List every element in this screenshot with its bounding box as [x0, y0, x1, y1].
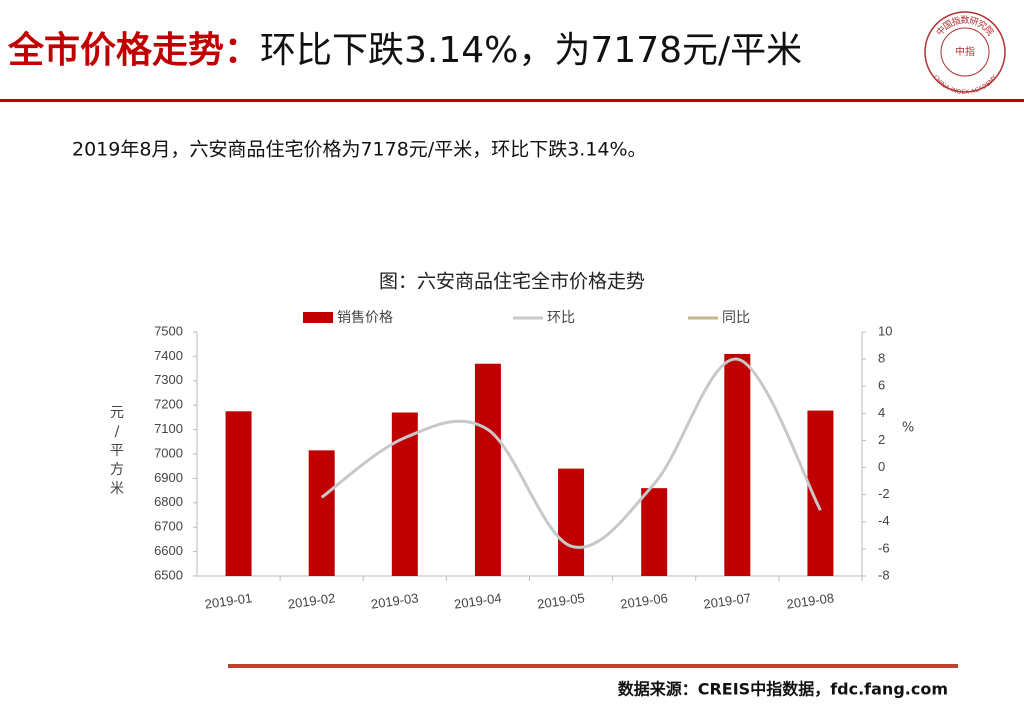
legend-label: 同比 [722, 310, 750, 326]
logo-en-path: CHINA INDEX ACADEMY [932, 73, 998, 95]
y-tick-label: 6800 [154, 494, 183, 509]
summary: 2019年8月，六安商品住宅价格为7178元/平米，环比下跌3.14%。 [72, 139, 647, 161]
y-tick-label: 7200 [154, 397, 183, 412]
y-tick-label: 7500 [154, 323, 183, 338]
legend-label: 环比 [547, 310, 575, 326]
y-label: / [115, 424, 120, 440]
y-label: 米 [110, 481, 124, 497]
x-tick-label: 2019-07 [702, 590, 751, 611]
logo-center: 中指 [955, 45, 975, 58]
y2-tick-label: 8 [878, 351, 885, 366]
x-tick-label: 2019-06 [619, 590, 668, 611]
title-rest: 环比下跌3.14%，为7178元/平米 [260, 30, 802, 71]
title-highlight: 全市价格走势： [7, 29, 260, 71]
y2-tick-label: -2 [878, 486, 890, 501]
x-tick-label: 2019-08 [786, 590, 835, 611]
bar [391, 412, 418, 576]
y-label: 元 [110, 405, 124, 421]
y-label: 平 [110, 443, 124, 459]
y2-tick-label: 6 [878, 378, 885, 393]
x-tick-label: 2019-01 [204, 590, 253, 611]
y2-tick-label: 10 [878, 323, 892, 338]
legend-label: 销售价格 [337, 310, 393, 326]
bar [641, 488, 668, 576]
y2-label: % [902, 421, 914, 436]
logo-cn: 中国指数研究院 [933, 13, 997, 37]
y2-tick-label: 2 [878, 432, 885, 447]
y-tick-label: 6500 [154, 567, 183, 582]
y2-tick-label: -4 [878, 513, 890, 528]
source: 数据来源：CREIS中指数据，fdc.fang.com [618, 680, 948, 699]
y-tick-label: 7400 [154, 348, 183, 363]
y2-tick-label: 0 [878, 459, 885, 474]
bar [474, 363, 501, 576]
y-tick-label: 7000 [154, 445, 183, 460]
bar [558, 468, 585, 576]
y-tick-label: 6600 [154, 543, 183, 558]
line [320, 357, 822, 549]
y2-tick-label: -8 [878, 567, 890, 582]
y-tick-label: 6900 [154, 470, 183, 485]
legend-swatch [303, 312, 333, 323]
logo-ring [924, 11, 1006, 93]
x-tick-label: 2019-02 [287, 590, 336, 611]
y-tick-label: 7100 [154, 421, 183, 436]
logo-en: CHINA INDEX ACADEMY [932, 73, 998, 95]
logo-cn-path: 中国指数研究院 [933, 13, 997, 37]
bar [724, 353, 751, 576]
footer-rule [228, 664, 958, 668]
bar [225, 411, 252, 576]
x-tick-label: 2019-04 [453, 590, 502, 611]
header-rule [0, 99, 1024, 102]
y-tick-label: 6700 [154, 519, 183, 534]
y-tick-label: 7300 [154, 372, 183, 387]
chart-title: 图：六安商品住宅全市价格走势 [379, 271, 645, 293]
logo: 中国指数研究院 CHINA INDEX ACADEMY 中指 [924, 11, 1006, 96]
bar [308, 450, 335, 576]
slide-title: 全市价格走势：环比下跌3.14%，为7178元/平米 [7, 29, 802, 71]
logo-inner [940, 27, 990, 77]
y-label: 方 [110, 462, 124, 478]
x-tick-label: 2019-05 [536, 590, 585, 611]
y2-tick-label: 4 [878, 405, 885, 420]
y2-tick-label: -6 [878, 540, 890, 555]
x-tick-label: 2019-03 [370, 590, 419, 611]
